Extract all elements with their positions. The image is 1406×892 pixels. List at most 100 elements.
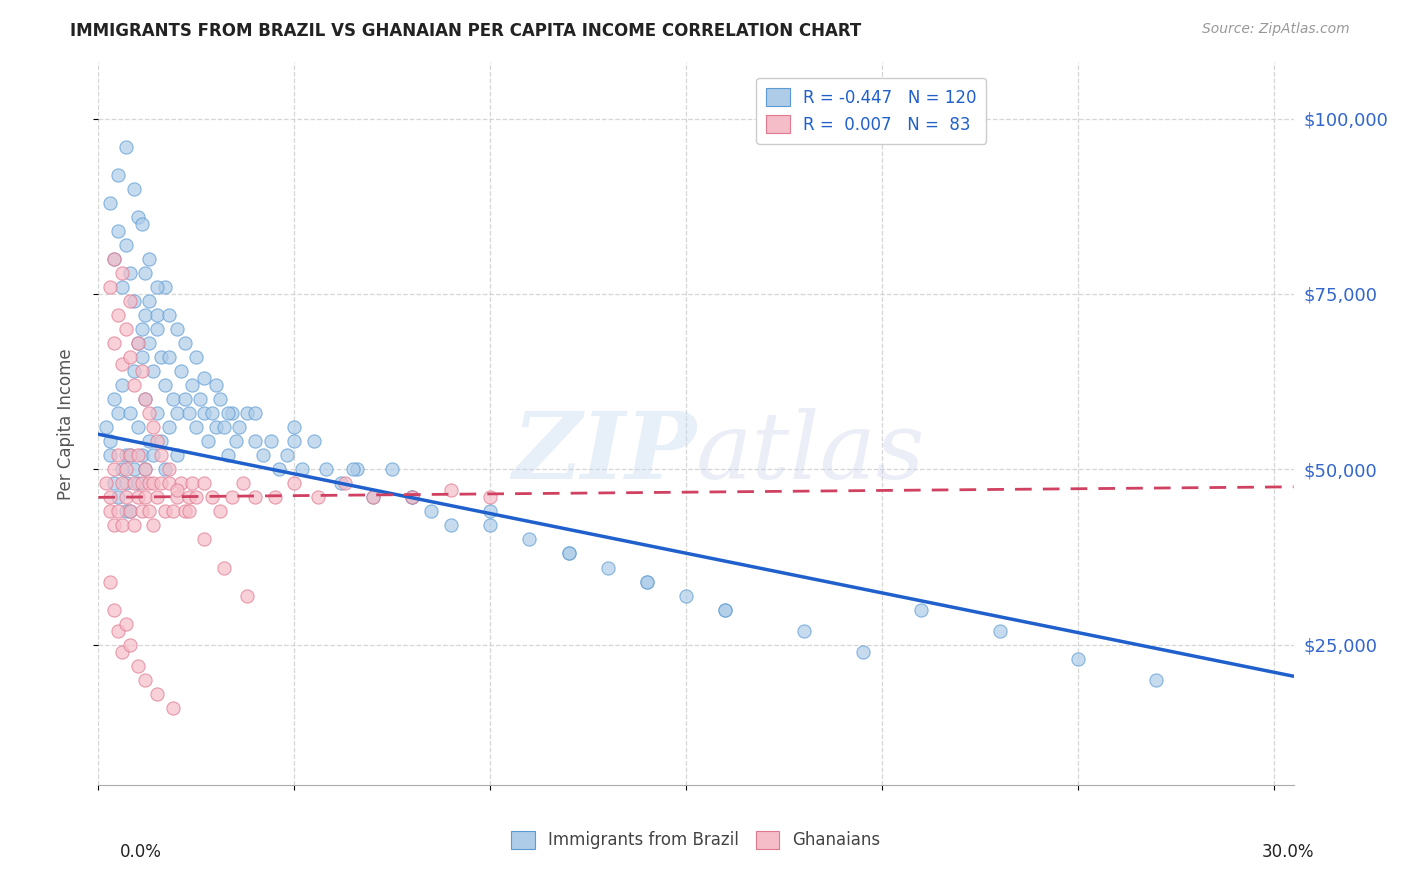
Point bbox=[714, 602, 737, 616]
Point bbox=[342, 462, 364, 476]
Point bbox=[142, 518, 165, 533]
Point bbox=[138, 476, 160, 491]
Point bbox=[122, 182, 145, 196]
Point bbox=[1067, 651, 1090, 665]
Point bbox=[330, 476, 353, 491]
Text: Source: ZipAtlas.com: Source: ZipAtlas.com bbox=[1202, 22, 1350, 37]
Point bbox=[232, 476, 254, 491]
Point bbox=[401, 491, 423, 505]
Point bbox=[186, 491, 208, 505]
Point bbox=[401, 491, 423, 505]
Point bbox=[212, 560, 235, 574]
Point bbox=[111, 266, 134, 280]
Point bbox=[98, 491, 121, 505]
Point bbox=[170, 476, 193, 491]
Point bbox=[201, 491, 224, 505]
Text: ZIP: ZIP bbox=[512, 408, 696, 498]
Point bbox=[243, 406, 266, 420]
Point bbox=[153, 280, 176, 294]
Point bbox=[103, 252, 125, 266]
Point bbox=[134, 462, 156, 476]
Point bbox=[127, 210, 149, 224]
Point bbox=[127, 491, 149, 505]
Point bbox=[142, 420, 165, 434]
Point bbox=[173, 392, 195, 406]
Point bbox=[134, 462, 156, 476]
Point bbox=[283, 420, 305, 434]
Point bbox=[131, 217, 153, 231]
Point bbox=[115, 476, 138, 491]
Point bbox=[96, 476, 118, 491]
Point bbox=[103, 518, 125, 533]
Point bbox=[127, 448, 149, 462]
Point bbox=[98, 280, 121, 294]
Point bbox=[243, 491, 266, 505]
Point bbox=[127, 476, 149, 491]
Point bbox=[138, 406, 160, 420]
Point bbox=[111, 357, 134, 371]
Point bbox=[440, 483, 463, 498]
Point bbox=[134, 266, 156, 280]
Point bbox=[107, 168, 129, 182]
Y-axis label: Per Capita Income: Per Capita Income bbox=[56, 348, 75, 500]
Point bbox=[134, 308, 156, 322]
Point bbox=[851, 645, 873, 659]
Point bbox=[217, 448, 239, 462]
Point bbox=[193, 406, 215, 420]
Point bbox=[267, 462, 290, 476]
Point bbox=[479, 518, 502, 533]
Text: atlas: atlas bbox=[696, 408, 925, 498]
Point bbox=[221, 406, 243, 420]
Point bbox=[188, 392, 211, 406]
Point bbox=[346, 462, 368, 476]
Point bbox=[361, 491, 384, 505]
Point bbox=[131, 322, 153, 336]
Point bbox=[150, 434, 173, 449]
Point bbox=[479, 491, 502, 505]
Point bbox=[131, 504, 153, 518]
Point bbox=[118, 350, 141, 364]
Point bbox=[157, 462, 180, 476]
Point bbox=[98, 574, 121, 589]
Point bbox=[335, 476, 357, 491]
Point bbox=[115, 139, 138, 153]
Point bbox=[118, 293, 141, 308]
Point bbox=[118, 504, 141, 518]
Point bbox=[138, 434, 160, 449]
Point bbox=[134, 491, 156, 505]
Point bbox=[107, 406, 129, 420]
Point bbox=[107, 491, 129, 505]
Point bbox=[127, 658, 149, 673]
Point bbox=[115, 322, 138, 336]
Point bbox=[111, 518, 134, 533]
Point bbox=[107, 224, 129, 238]
Point bbox=[103, 462, 125, 476]
Point bbox=[260, 434, 283, 449]
Point bbox=[283, 434, 305, 449]
Point bbox=[115, 491, 138, 505]
Point bbox=[636, 574, 658, 589]
Point bbox=[146, 491, 169, 505]
Point bbox=[146, 280, 169, 294]
Point bbox=[96, 420, 118, 434]
Point bbox=[142, 364, 165, 378]
Point bbox=[111, 645, 134, 659]
Point bbox=[177, 491, 200, 505]
Point bbox=[111, 280, 134, 294]
Point bbox=[252, 448, 274, 462]
Point bbox=[1144, 673, 1167, 687]
Point bbox=[115, 448, 138, 462]
Point bbox=[127, 336, 149, 351]
Point bbox=[197, 434, 219, 449]
Point bbox=[401, 491, 423, 505]
Point bbox=[173, 504, 195, 518]
Point bbox=[988, 624, 1011, 638]
Point bbox=[118, 638, 141, 652]
Point bbox=[131, 364, 153, 378]
Point bbox=[162, 504, 184, 518]
Point bbox=[173, 336, 195, 351]
Point bbox=[115, 616, 138, 631]
Point bbox=[166, 448, 188, 462]
Point bbox=[138, 252, 160, 266]
Point bbox=[107, 448, 129, 462]
